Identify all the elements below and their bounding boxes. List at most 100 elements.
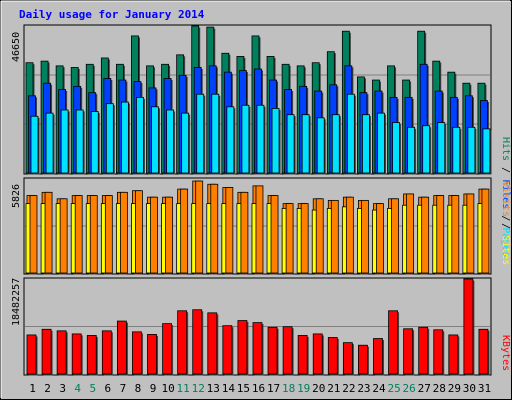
legend-bottom: KBytes <box>500 335 511 371</box>
pages-bar <box>120 101 129 174</box>
x-tick-label: 4 <box>74 382 81 395</box>
kbytes-bar <box>56 330 67 375</box>
kbytes-bar <box>147 334 157 375</box>
chart-marks <box>25 25 492 376</box>
visits-bar-front <box>315 198 324 274</box>
kbytes-bar <box>463 278 474 375</box>
kbytes-bar <box>101 330 112 375</box>
visits-bar-front <box>270 195 279 274</box>
x-tick-label: 22 <box>342 382 355 395</box>
kbytes-bar <box>162 323 172 375</box>
x-tick-label: 19 <box>297 382 310 395</box>
visits-bar-front <box>285 203 294 274</box>
visits-bar-front <box>376 203 384 274</box>
x-tick-label: 12 <box>192 382 205 395</box>
kbytes-bar <box>86 335 97 375</box>
x-tick-label: 14 <box>222 382 236 395</box>
x-tick-label: 16 <box>252 382 265 395</box>
visits-bar-front <box>29 195 38 274</box>
legend-sep-2: / <box>500 215 511 221</box>
visits-bar-front <box>391 198 399 274</box>
x-tick-label: 13 <box>207 382 220 395</box>
kbytes-bar <box>26 334 37 375</box>
pages-bar <box>482 128 491 174</box>
kbytes-bar <box>373 338 383 375</box>
top-ymax-label: 46650 <box>11 32 22 62</box>
bottom-ymax-label: 18482257 <box>11 278 22 326</box>
pages-bar <box>422 125 431 174</box>
x-tick-label: 2 <box>44 382 51 395</box>
x-tick-label: 20 <box>312 382 325 395</box>
legend-sep-1: / <box>500 167 511 173</box>
pages-bar <box>377 112 385 174</box>
x-tick-label: 5 <box>89 382 96 395</box>
visits-bar-front <box>451 195 460 274</box>
visits-bar-front <box>150 196 158 274</box>
x-tick-label: 23 <box>357 382 370 395</box>
x-tick-label: 11 <box>177 382 190 395</box>
middle-ymax-label: 5826 <box>11 184 22 208</box>
pages-bar <box>105 103 114 174</box>
visits-bar-front <box>104 195 113 274</box>
visits-bar-front <box>225 187 234 274</box>
x-axis-tick-labels: 1 2 3 4 5 6 7 8 9 10 11 12 13 14 15 16 17 18 19 20 21 22 23 24 2… <box>29 382 491 395</box>
x-tick-label: 18 <box>282 382 295 395</box>
kbytes-bar <box>222 325 233 375</box>
kbytes-bar <box>177 310 188 375</box>
kbytes-bar <box>267 326 278 375</box>
legend-kbytes: KBytes <box>500 335 511 371</box>
visits-bar-front <box>89 195 98 274</box>
visits-bar-front <box>255 185 264 274</box>
x-tick-label: 15 <box>237 382 250 395</box>
visits-bar-front <box>361 199 369 274</box>
x-tick-label: 29 <box>448 382 461 395</box>
kbytes-bar <box>252 322 263 375</box>
pages-bar <box>166 109 174 174</box>
kbytes-bar <box>312 333 323 375</box>
legend-files: Files <box>500 179 511 209</box>
visits-bar-front <box>44 191 53 274</box>
visits-bar-front <box>436 195 445 274</box>
pages-bar <box>60 109 69 174</box>
kbytes-bar <box>237 320 248 375</box>
kbytes-bar <box>478 328 489 375</box>
visits-bar-front <box>240 191 249 274</box>
pages-bar <box>452 126 461 174</box>
visits-bar-front <box>119 191 128 274</box>
kbytes-bar <box>358 344 368 375</box>
visits-bar-front <box>74 195 83 274</box>
visits-bar-front <box>300 203 309 274</box>
visits-bar-front <box>59 198 68 274</box>
pages-bar <box>362 114 370 174</box>
pages-bar <box>211 93 220 174</box>
x-tick-label: 27 <box>418 382 431 395</box>
x-tick-label: 10 <box>161 382 174 395</box>
legend-sep-3: / <box>500 223 511 229</box>
kbytes-bar <box>297 335 308 375</box>
x-tick-label: 7 <box>120 382 127 395</box>
visits-bar-front <box>330 199 339 274</box>
pages-bar <box>437 122 446 174</box>
x-tick-label: 8 <box>135 382 142 395</box>
kbytes-bar <box>282 326 293 375</box>
x-tick-label: 31 <box>478 382 491 395</box>
legend-pages: Pages <box>500 227 511 257</box>
visits-bar-front <box>210 183 219 274</box>
visits-bar-front <box>165 196 173 274</box>
kbytes-bar <box>388 310 398 375</box>
visits-bar-front <box>406 193 415 274</box>
kbytes-bar <box>71 333 82 375</box>
pages-bar <box>30 115 39 174</box>
pages-bar <box>346 93 355 174</box>
pages-bar <box>407 126 416 174</box>
x-tick-label: 3 <box>59 382 66 395</box>
visits-bar-front <box>466 193 475 274</box>
x-tick-label: 28 <box>433 382 446 395</box>
pages-bar <box>301 114 310 174</box>
legend-visits: Visits <box>500 181 511 217</box>
x-tick-label: 21 <box>327 382 340 395</box>
kbytes-bar <box>403 328 414 375</box>
visits-bar-front <box>345 196 354 274</box>
pages-bar <box>241 104 250 174</box>
x-tick-label: 24 <box>372 382 386 395</box>
